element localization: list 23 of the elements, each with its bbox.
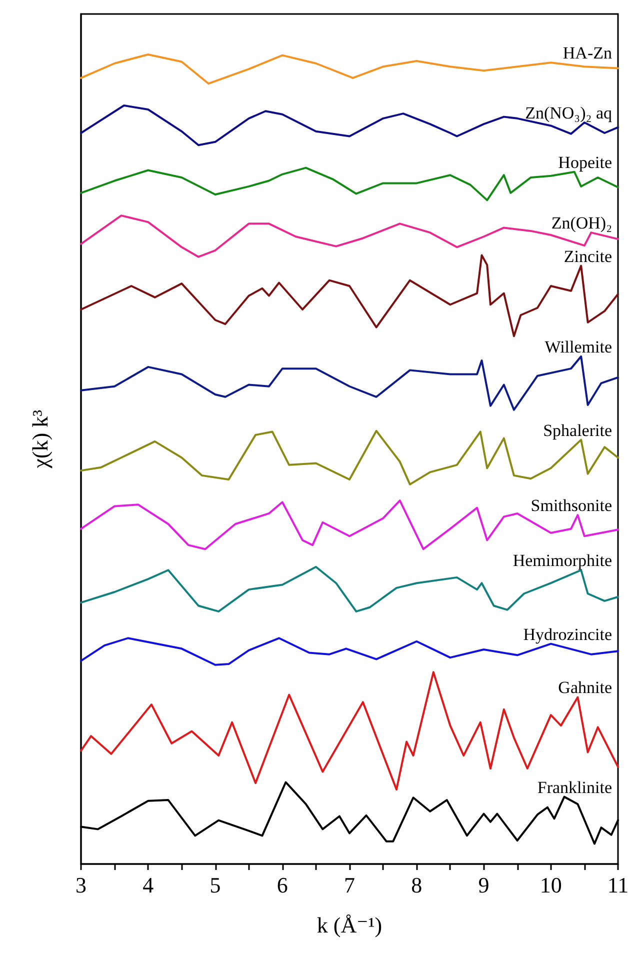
series-label: HA-Zn [562, 44, 612, 63]
y-axis-title: χ(k) k³ [28, 409, 52, 470]
x-tick-label: 4 [142, 872, 154, 898]
x-tick-label: 8 [411, 872, 422, 898]
series-label: Hopeite [558, 152, 612, 172]
series-label: Zn(NO₃)₂ aq [525, 103, 612, 122]
series-label: Hemimorphite [512, 551, 612, 570]
x-tick-label: 10 [540, 872, 562, 898]
x-tick-label: 11 [607, 872, 629, 898]
x-axis-title: k (Å⁻¹) [316, 912, 382, 938]
series-label: Sphalerite [543, 420, 612, 440]
x-tick-label: 3 [76, 872, 86, 898]
series-label: Franklinite [537, 778, 612, 797]
series-label: Hydrozincite [523, 624, 612, 644]
series-label: Smithsonite [530, 496, 612, 516]
series-label: Willemite [544, 337, 612, 356]
series-label: Zn(OH)₂ [551, 214, 612, 233]
series-label: Gahnite [558, 678, 612, 698]
x-tick-label: 6 [276, 872, 288, 898]
x-tick-label: 7 [344, 872, 355, 898]
x-tick-label: 5 [210, 872, 221, 898]
x-tick-label: 9 [478, 872, 490, 898]
series-label: Zincite [564, 246, 612, 266]
